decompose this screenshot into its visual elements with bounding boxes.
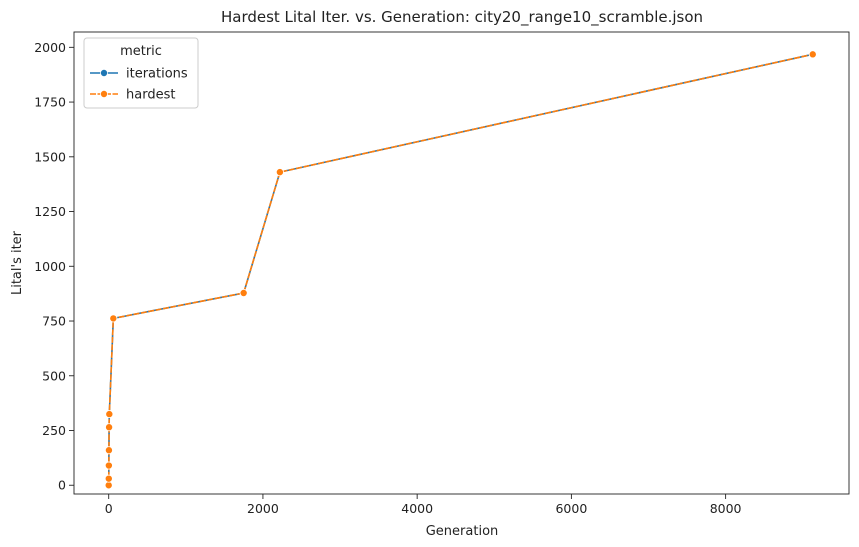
legend-label-hardest: hardest	[126, 88, 175, 103]
legend-label-iterations: iterations	[126, 67, 188, 82]
y-tick-label: 750	[42, 314, 66, 329]
series-line-iterations	[107, 53, 813, 486]
y-tick-label: 500	[42, 368, 66, 383]
legend-marker-hardest	[100, 90, 109, 99]
y-axis: 0 250 500 750 1000 1250 1500 1750 2000	[34, 40, 74, 493]
data-point-hardest	[105, 410, 114, 419]
data-point-hardest	[104, 446, 113, 455]
legend: metric iterations hardest	[83, 37, 199, 109]
data-point-hardest	[104, 481, 113, 490]
legend-title: metric	[120, 44, 162, 59]
y-axis-label: Lital's iter	[10, 230, 25, 295]
y-tick-label: 0	[58, 478, 66, 493]
data-point-hardest	[808, 50, 817, 59]
y-tick-label: 1500	[34, 149, 66, 164]
legend-marker-iterations	[100, 69, 109, 78]
x-axis-label: Generation	[426, 524, 499, 539]
x-tick-label: 8000	[710, 501, 742, 516]
x-tick-label: 4000	[401, 501, 433, 516]
legend-box	[83, 37, 199, 109]
data-point-hardest	[239, 288, 248, 297]
x-axis: 0 2000 4000 6000 8000	[105, 494, 742, 516]
data-point-hardest	[109, 314, 118, 323]
y-tick-label: 1000	[34, 259, 66, 274]
legend-items: iterations hardest	[90, 67, 188, 103]
series-line-hardest	[107, 53, 813, 486]
y-tick-label: 1750	[34, 95, 66, 110]
plot-frame	[73, 31, 850, 495]
y-tick-label: 250	[42, 423, 66, 438]
chart-title: Hardest Lital Iter. vs. Generation: city…	[221, 8, 703, 27]
series-layer	[104, 50, 817, 490]
data-point-hardest	[104, 474, 113, 483]
x-tick-label: 0	[105, 501, 113, 516]
data-point-hardest	[105, 423, 114, 432]
x-tick-label: 2000	[247, 501, 279, 516]
plot-area	[73, 31, 850, 495]
x-tick-label: 6000	[555, 501, 587, 516]
y-tick-label: 1250	[34, 204, 66, 219]
data-point-hardest	[104, 461, 113, 470]
y-tick-label: 2000	[34, 40, 66, 55]
data-point-hardest	[275, 168, 284, 177]
